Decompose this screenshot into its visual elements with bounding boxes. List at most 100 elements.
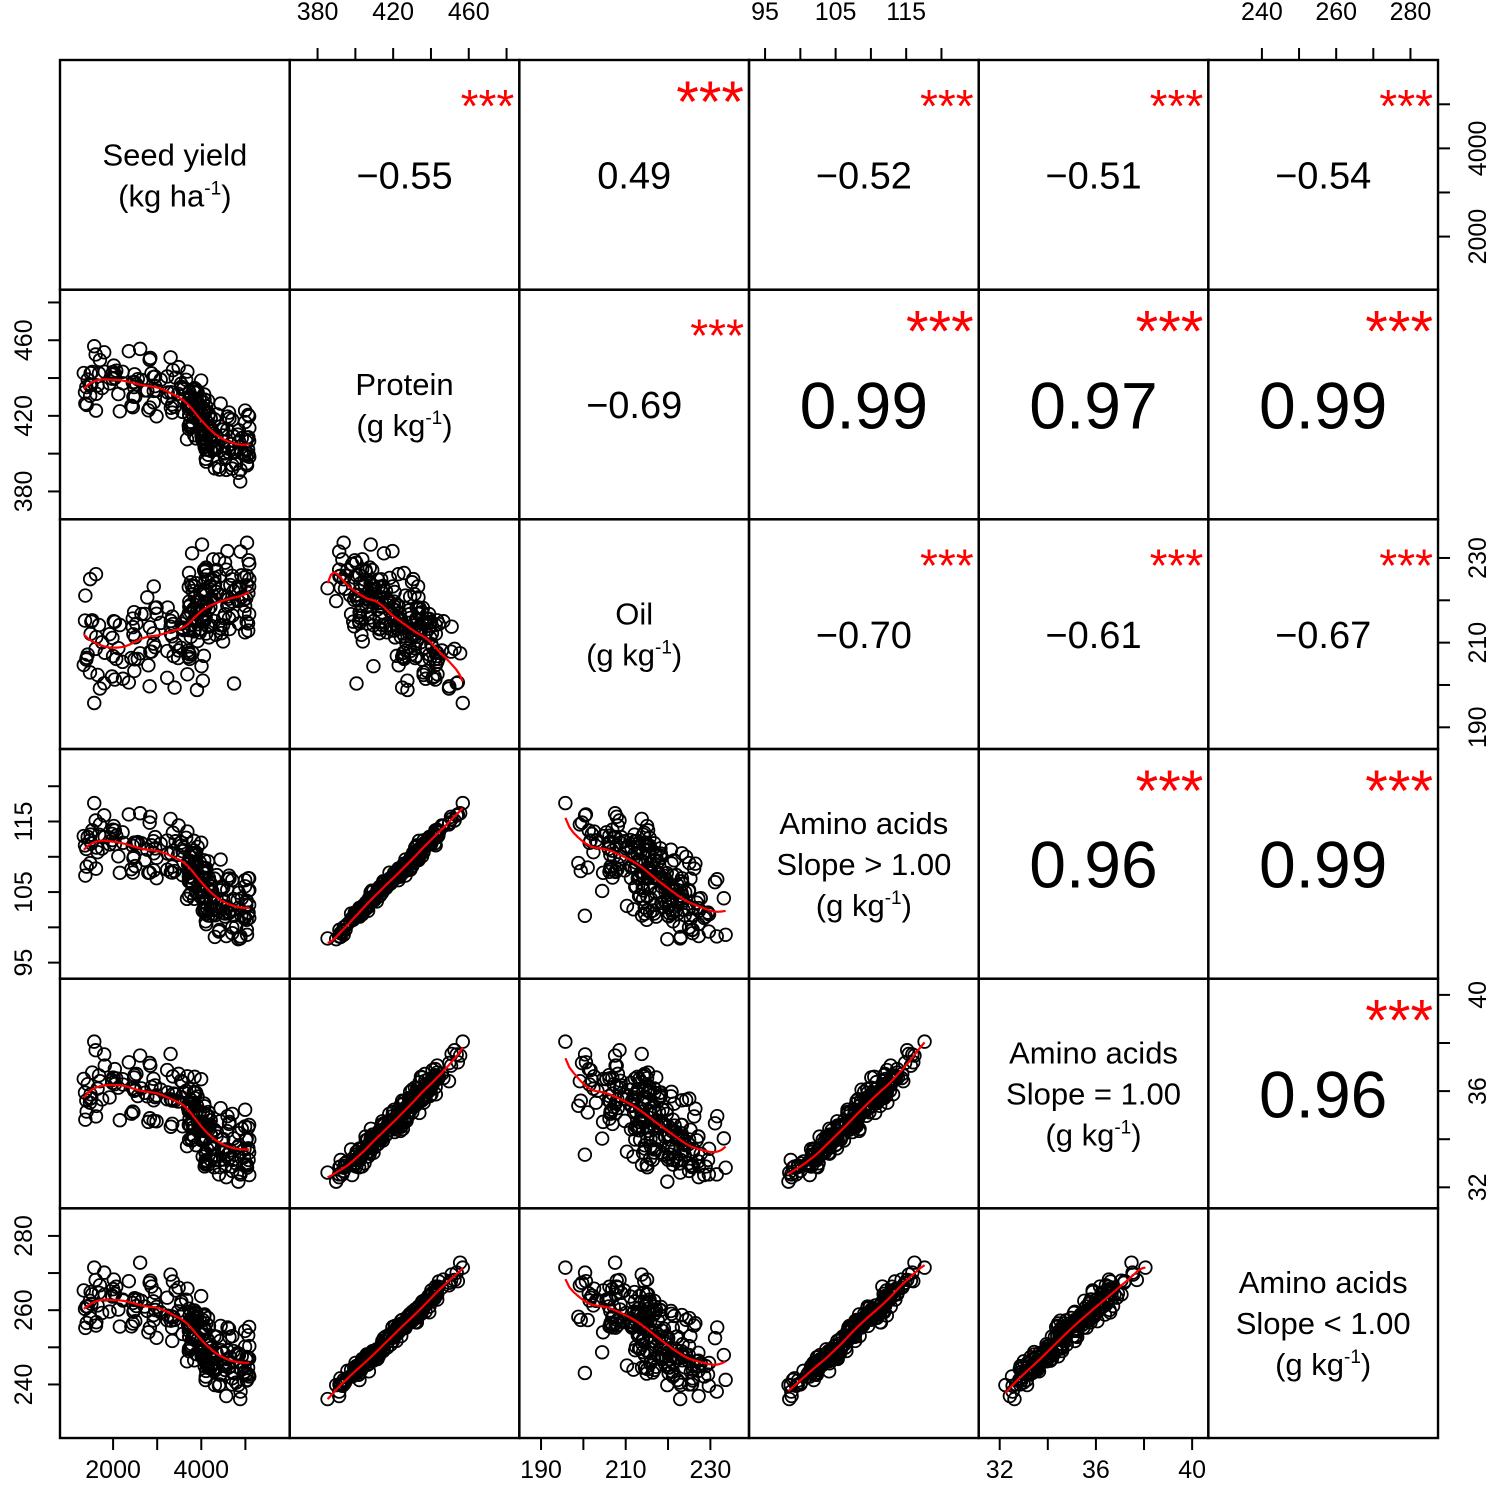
data-point (217, 1362, 233, 1378)
data-point (207, 576, 223, 591)
data-point (627, 1284, 642, 1300)
y-tick-label: 95 (10, 949, 38, 977)
data-point (370, 883, 386, 899)
data-point (594, 1131, 610, 1146)
data-point (643, 880, 658, 895)
data-point (338, 1158, 353, 1173)
data-point (105, 630, 120, 646)
panel-r2-c3: ***−0.70 (747, 518, 980, 751)
data-point (142, 1055, 157, 1071)
data-point (429, 1070, 445, 1085)
variable-label-line: (g kg-1) (1045, 1118, 1141, 1153)
data-point (1030, 1362, 1045, 1378)
panel-r4-c4: Amino acids Slope = 1.00 (g kg-1) (977, 977, 1210, 1210)
data-point (96, 345, 112, 360)
data-point (442, 679, 457, 694)
x-tick-label: 190 (520, 1456, 562, 1484)
data-point (239, 912, 254, 928)
data-point (220, 543, 235, 559)
data-point (331, 1388, 347, 1404)
data-point (802, 1167, 817, 1183)
data-point (344, 1167, 360, 1183)
data-point (237, 1323, 253, 1339)
x-tick-label: 105 (815, 0, 857, 26)
data-point (366, 1345, 381, 1360)
data-point (171, 1280, 186, 1295)
panel-frame (1207, 1207, 1440, 1440)
data-point (349, 676, 364, 691)
correlation-value: 0.49 (597, 156, 671, 198)
data-point (239, 535, 255, 550)
data-point (182, 594, 197, 609)
data-point (577, 1147, 593, 1162)
variable-name: Protein (355, 367, 453, 402)
data-point (710, 872, 725, 887)
x-tick-label: 240 (1241, 0, 1283, 26)
data-point (190, 384, 205, 400)
data-point (884, 1071, 900, 1086)
data-point (452, 1255, 468, 1270)
data-point (140, 383, 155, 398)
data-point (78, 588, 93, 603)
data-point (391, 566, 406, 582)
data-point (404, 575, 420, 590)
correlation-value: −0.61 (1045, 615, 1141, 657)
data-point (224, 1371, 240, 1386)
data-point (77, 1085, 93, 1100)
data-point (654, 879, 669, 894)
data-point (661, 1357, 676, 1372)
x-tick-label: 230 (690, 1456, 732, 1484)
data-point (109, 1279, 124, 1294)
data-point (636, 827, 651, 842)
data-point (126, 1304, 141, 1320)
data-point (230, 1345, 245, 1361)
data-point (455, 695, 470, 711)
smoother-line (787, 1041, 926, 1175)
data-point (681, 1338, 697, 1354)
data-point (639, 1157, 654, 1172)
variable-label-line: (kg ha-1) (118, 178, 231, 213)
data-point (443, 644, 459, 659)
data-point (142, 1320, 158, 1335)
panel-frame (518, 518, 751, 751)
data-point (171, 359, 186, 375)
data-point (345, 614, 361, 629)
data-point (142, 679, 157, 694)
data-point (96, 1265, 112, 1280)
data-point (333, 568, 348, 583)
y-tick-label: 240 (10, 1364, 38, 1406)
data-point (181, 862, 196, 877)
data-point (429, 822, 445, 837)
correlation-value: 0.99 (1259, 368, 1387, 442)
data-point (678, 1092, 694, 1108)
data-point (134, 606, 149, 622)
data-point (1055, 1340, 1070, 1356)
data-point (160, 862, 175, 877)
data-point (220, 882, 235, 897)
significance-stars: *** (1365, 759, 1433, 824)
data-point (647, 1293, 662, 1309)
data-point (128, 1314, 143, 1329)
data-point (580, 1312, 595, 1328)
variable-name: Amino acids (779, 806, 948, 841)
data-point (109, 651, 124, 667)
data-point (443, 1273, 459, 1288)
data-point (637, 1294, 652, 1309)
data-point (678, 1312, 694, 1327)
data-point (620, 839, 635, 854)
unit-close: ) (902, 888, 912, 923)
data-point (574, 1275, 590, 1290)
significance-stars: *** (1379, 539, 1433, 591)
data-point (1070, 1316, 1085, 1332)
data-point (698, 1358, 713, 1374)
data-point (224, 925, 240, 941)
data-point (217, 906, 233, 921)
data-point (413, 1069, 429, 1085)
data-point (214, 422, 229, 437)
panel-r4-c5: ***0.96 (1207, 977, 1440, 1210)
data-point (580, 1105, 595, 1120)
data-point (584, 826, 600, 842)
variable-label-line: (g kg-1) (816, 888, 912, 923)
data-point (144, 838, 159, 853)
panel-r3-c2 (518, 747, 751, 980)
